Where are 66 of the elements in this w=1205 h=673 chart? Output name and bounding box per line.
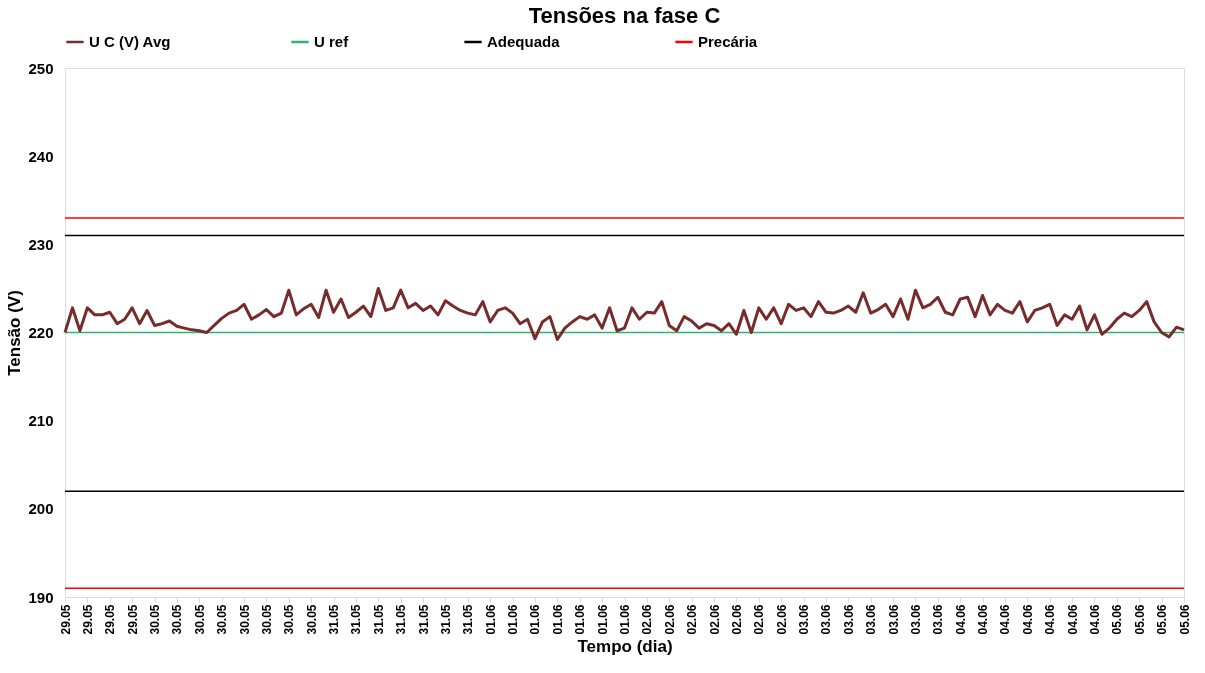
y-tick-label: 240	[28, 147, 54, 165]
x-tick-label: 31.05	[438, 604, 453, 635]
y-tick-label: 190	[28, 588, 54, 606]
y-tick-label: 220	[28, 324, 54, 341]
x-tick-label: 01.06	[528, 604, 543, 635]
legend-label: U ref	[314, 33, 350, 50]
x-tick-label: 30.05	[192, 604, 207, 635]
x-tick-label: 29.05	[58, 604, 73, 635]
x-tick-label: 02.06	[640, 604, 655, 635]
x-tick-label: 31.05	[394, 604, 409, 635]
y-tick-label: 210	[28, 412, 54, 430]
x-tick-label: 30.05	[282, 604, 297, 635]
y-tick-label: 200	[28, 500, 54, 518]
y-tick-label: 230	[28, 235, 54, 253]
x-tick-label: 30.05	[304, 604, 319, 635]
x-tick-label: 05.06	[1110, 604, 1125, 635]
x-tick-label: 03.06	[908, 604, 923, 635]
line-series	[63, 286, 1186, 342]
x-tick-label: 03.06	[841, 604, 856, 635]
x-tick-label: 04.06	[998, 604, 1013, 635]
x-tick-label: 04.06	[1043, 604, 1058, 635]
x-tick-label: 04.06	[1065, 604, 1080, 635]
x-tick-label: 29.05	[125, 604, 140, 635]
x-tick-label: 02.06	[774, 604, 789, 635]
x-tick-label: 01.06	[595, 604, 610, 635]
y-axis-title: Tensão (V)	[5, 290, 25, 376]
legend-label: Adequada	[487, 33, 561, 50]
x-tick-label: 02.06	[707, 604, 722, 635]
x-tick-label: 29.05	[103, 604, 118, 635]
chart-title: Tensões na fase C	[528, 3, 721, 28]
x-tick-label: 04.06	[953, 604, 968, 635]
x-tick-label: 02.06	[752, 604, 767, 635]
x-tick-label: 30.05	[259, 604, 274, 635]
x-tick-label: 30.05	[148, 604, 163, 635]
x-tick-label: 02.06	[662, 604, 677, 635]
x-tick-label: 01.06	[550, 604, 565, 635]
x-tick-label: 30.05	[237, 604, 252, 635]
legend-label: Precária	[698, 33, 758, 50]
x-tick-label: 31.05	[416, 604, 431, 635]
x-tick-label: 04.06	[1087, 604, 1102, 635]
x-tick-label: 03.06	[931, 604, 946, 635]
x-tick-label: 01.06	[483, 604, 498, 635]
y-tick-label: 250	[28, 59, 54, 77]
x-tick-label: 29.05	[80, 604, 95, 635]
x-axis-title: Tempo (dia)	[577, 636, 673, 656]
x-tick-label: 02.06	[685, 604, 700, 635]
x-tick-label: 31.05	[371, 604, 386, 635]
x-tick-label: 01.06	[506, 604, 521, 635]
x-tick-label: 05.06	[1132, 604, 1147, 635]
x-tick-label: 03.06	[797, 604, 812, 635]
x-tick-label: 31.05	[349, 604, 364, 635]
x-tick-label: 05.06	[1155, 604, 1170, 635]
x-tick-label: 30.05	[215, 604, 230, 635]
x-tick-label: 03.06	[819, 604, 834, 635]
x-tick-label: 01.06	[618, 604, 632, 635]
x-tick-label: 02.06	[729, 604, 744, 635]
x-tick-label: 03.06	[864, 604, 879, 635]
x-tick-label: 03.06	[886, 604, 901, 635]
x-tick-label: 05.06	[1177, 604, 1192, 635]
x-tick-label: 30.05	[170, 604, 185, 635]
x-tick-label: 04.06	[976, 604, 991, 635]
x-tick-label: 01.06	[573, 604, 588, 635]
x-tick-label: 31.05	[461, 604, 476, 635]
x-tick-label: 31.05	[327, 604, 342, 635]
x-tick-label: 04.06	[1020, 604, 1035, 635]
legend-label: U C (V) Avg	[89, 33, 171, 50]
